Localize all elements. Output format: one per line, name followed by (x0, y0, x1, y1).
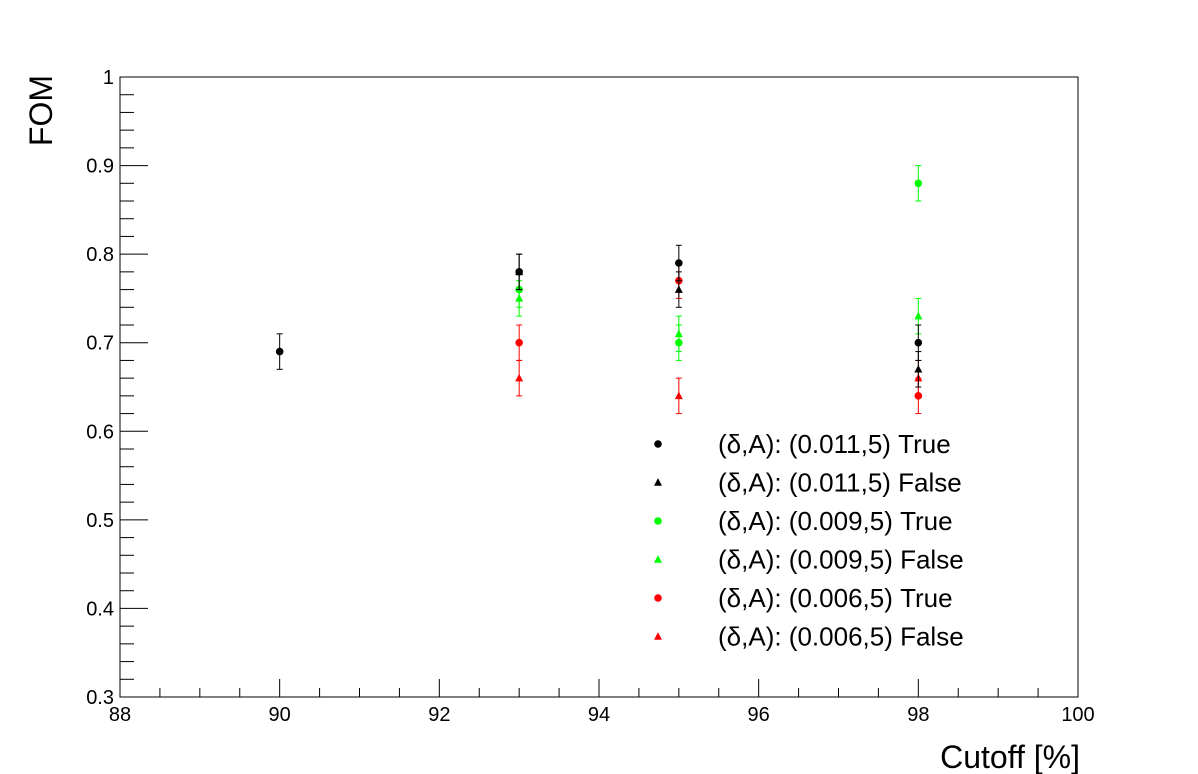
data-points (275, 165, 923, 415)
data-point (275, 347, 284, 356)
y-tick-label: 0.9 (86, 156, 114, 178)
y-tick-label: 0.8 (86, 244, 114, 266)
legend-label: (δ,A): (0.009,5) False (718, 545, 964, 575)
y-tick-label: 0.3 (86, 687, 114, 709)
legend-marker (654, 632, 662, 640)
legend-label: (δ,A): (0.011,5) True (718, 429, 951, 459)
x-tick-label: 92 (428, 704, 450, 726)
data-point (914, 338, 923, 347)
x-tick-label: 100 (1061, 704, 1094, 726)
legend-marker (654, 517, 662, 525)
data-point (914, 392, 923, 400)
series-group (515, 262, 923, 415)
y-tick-label: 0.4 (86, 598, 114, 620)
legend-marker (654, 440, 662, 448)
x-tick-label: 88 (109, 704, 131, 726)
data-point (515, 268, 523, 276)
y-tick-label: 1 (103, 67, 114, 89)
legend-label: (δ,A): (0.009,5) True (718, 506, 953, 536)
x-axis-title: Cutoff [%] (940, 739, 1080, 774)
x-tick-label: 94 (588, 704, 610, 726)
series-group (515, 165, 923, 361)
data-point (675, 259, 683, 267)
axis-ticks: 88 90 92 94 96 98 100 0.3 0.4 0.5 0.6 0.7 0.8 0.9 1 (86, 67, 1095, 726)
data-point (515, 338, 523, 347)
data-point (914, 311, 923, 320)
legend-label: (δ,A): (0.011,5) False (718, 468, 962, 498)
legend-marker (654, 555, 662, 563)
series-group (515, 280, 923, 353)
legend: (δ,A): (0.011,5) True (δ,A): (0.011,5) Fa… (654, 429, 964, 652)
x-tick-label: 96 (748, 704, 770, 726)
x-tick-label: 98 (907, 704, 929, 726)
x-tick-label: 90 (269, 704, 291, 726)
data-point (914, 179, 923, 188)
y-tick-label: 0.6 (86, 421, 114, 443)
data-point (914, 364, 923, 373)
data-point (675, 338, 683, 347)
y-tick-label: 0.5 (86, 510, 114, 532)
legend-marker (654, 478, 662, 486)
legend-marker (654, 594, 662, 602)
series-group (275, 244, 923, 370)
y-tick-label: 0.7 (86, 333, 114, 355)
data-point (515, 373, 524, 382)
legend-label: (δ,A): (0.006,5) True (718, 583, 953, 613)
series-group (515, 359, 923, 415)
data-point (674, 391, 683, 400)
legend-label: (δ,A): (0.006,5) False (718, 622, 964, 652)
y-axis-title: FOM (23, 75, 59, 146)
series-group (515, 253, 923, 388)
data-point (674, 285, 683, 293)
